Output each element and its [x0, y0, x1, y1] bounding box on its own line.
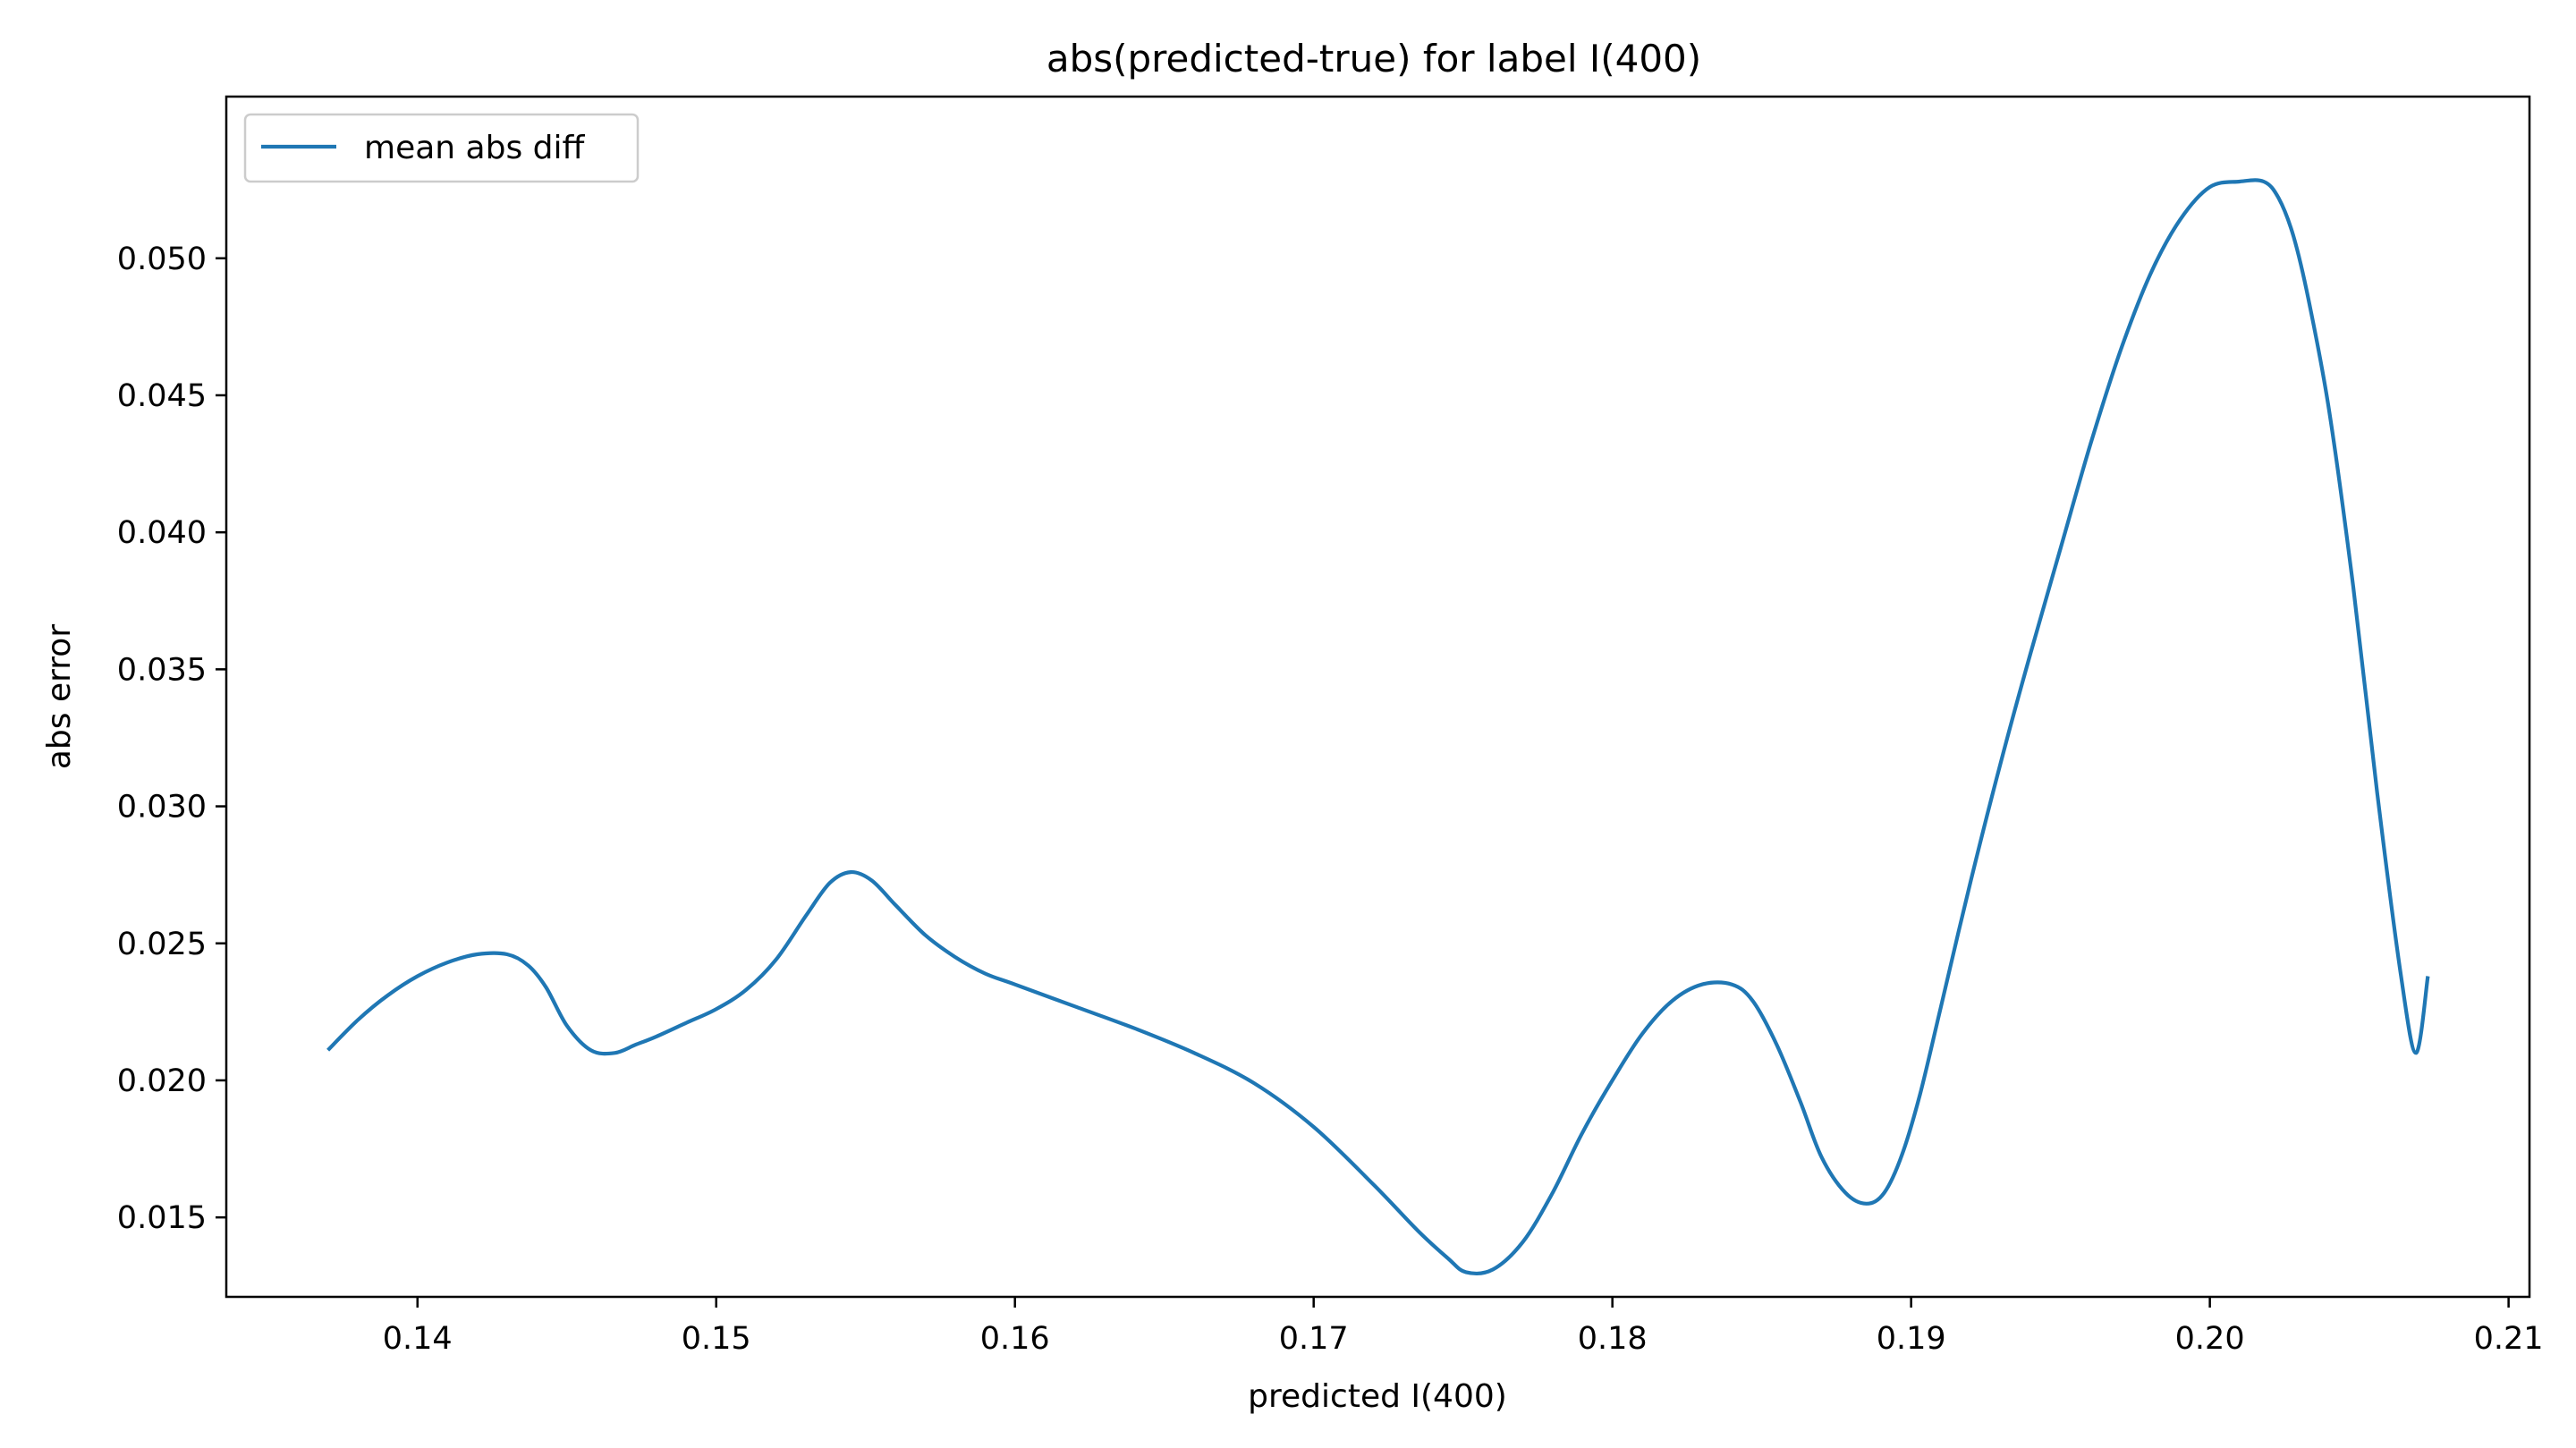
- x-tick-label: 0.14: [383, 1321, 453, 1357]
- series-group: [326, 178, 2430, 1275]
- legend-box: [243, 113, 640, 183]
- y-tick-label: 0.050: [117, 241, 207, 277]
- legend: mean abs diff: [243, 113, 640, 183]
- y-tick-label: 0.015: [117, 1200, 207, 1236]
- x-axis-ticks: 0.14 0.15 0.16 0.17 0.18 0.19 0.20 0.21: [383, 1297, 2544, 1357]
- y-tick-label: 0.035: [117, 652, 207, 688]
- y-tick-label: 0.020: [117, 1063, 207, 1099]
- x-tick-label: 0.19: [1877, 1321, 1946, 1357]
- x-tick-label: 0.21: [2474, 1321, 2544, 1357]
- y-axis-label: abs error: [41, 624, 78, 769]
- y-tick-label: 0.030: [117, 790, 207, 826]
- plot-frame: [225, 95, 2531, 1299]
- x-tick-label: 0.16: [980, 1321, 1050, 1357]
- x-axis-label: predicted I(400): [1248, 1378, 1507, 1415]
- y-tick-label: 0.040: [117, 515, 207, 551]
- x-tick-label: 0.20: [2175, 1321, 2245, 1357]
- chart-title: abs(predicted-true) for label I(400): [1046, 37, 1701, 80]
- plot-area: [226, 97, 2529, 1297]
- x-tick-label: 0.17: [1279, 1321, 1349, 1357]
- y-tick-label: 0.025: [117, 927, 207, 962]
- x-tick-label: 0.15: [682, 1321, 751, 1357]
- series-line: [326, 178, 2430, 1275]
- x-tick-label: 0.18: [1578, 1321, 1648, 1357]
- legend-label: mean abs diff: [364, 130, 586, 166]
- y-axis-ticks: 0.015 0.020 0.025 0.030 0.035 0.040 0.045 0.050: [117, 241, 226, 1236]
- y-tick-label: 0.045: [117, 378, 207, 414]
